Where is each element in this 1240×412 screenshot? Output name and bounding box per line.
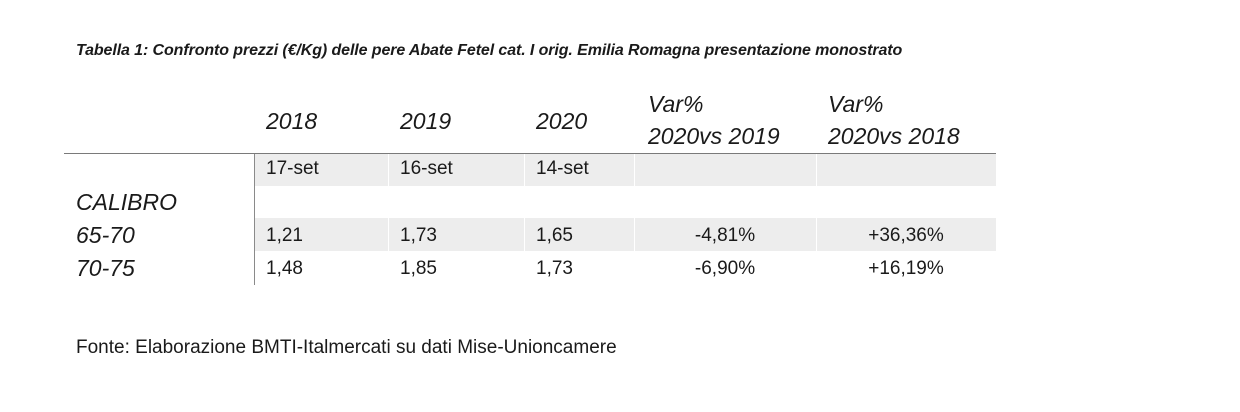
cell-70-75-var-2018: +16,19% [868, 258, 944, 279]
cell-70-75-2018: 1,48 [266, 258, 303, 279]
header-rule [64, 153, 996, 154]
cell-divider [388, 218, 389, 251]
cell-divider [524, 218, 525, 251]
header-var-2019-line2: 2020vs 2019 [648, 123, 780, 149]
date-2019: 16-set [400, 158, 453, 179]
date-2018: 17-set [266, 158, 319, 179]
row-label-65-70: 65-70 [76, 222, 135, 248]
cell-65-70-2018: 1,21 [266, 225, 303, 246]
date-2020: 14-set [536, 158, 589, 179]
cell-divider [388, 154, 389, 186]
header-var-2018-line2: 2020vs 2018 [828, 123, 960, 149]
row-group-label: CALIBRO [76, 189, 177, 215]
header-var-2019: Var% 2020vs 2019 [648, 88, 780, 152]
header-var-2018: Var% 2020vs 2018 [828, 88, 960, 152]
cell-70-75-2019: 1,85 [400, 258, 437, 279]
cell-divider [816, 218, 817, 251]
cell-65-70-var-2019: -4,81% [694, 225, 756, 246]
cell-70-75-2020: 1,73 [536, 258, 573, 279]
header-year-2018: 2018 [266, 108, 318, 134]
dates-row-band [254, 154, 996, 186]
header-year-2020: 2020 [536, 108, 588, 134]
row-label-70-75: 70-75 [76, 255, 135, 281]
header-var-2019-line1: Var% [648, 91, 704, 117]
cell-65-70-2020: 1,65 [536, 225, 573, 246]
label-column-divider [254, 154, 255, 285]
cell-70-75-var-2019: -6,90% [694, 258, 756, 279]
cell-divider [816, 154, 817, 186]
cell-65-70-var-2018: +36,36% [868, 225, 944, 246]
cell-divider [524, 154, 525, 186]
source-note: Fonte: Elaborazione BMTI-Italmercati su … [76, 337, 617, 358]
row-band-65-70 [254, 218, 996, 251]
table-caption: Tabella 1: Confronto prezzi (€/Kg) delle… [76, 42, 903, 59]
header-year-2019: 2019 [400, 108, 452, 134]
cell-divider [634, 154, 635, 186]
cell-65-70-2019: 1,73 [400, 225, 437, 246]
header-var-2018-line1: Var% [828, 91, 884, 117]
cell-divider [634, 218, 635, 251]
